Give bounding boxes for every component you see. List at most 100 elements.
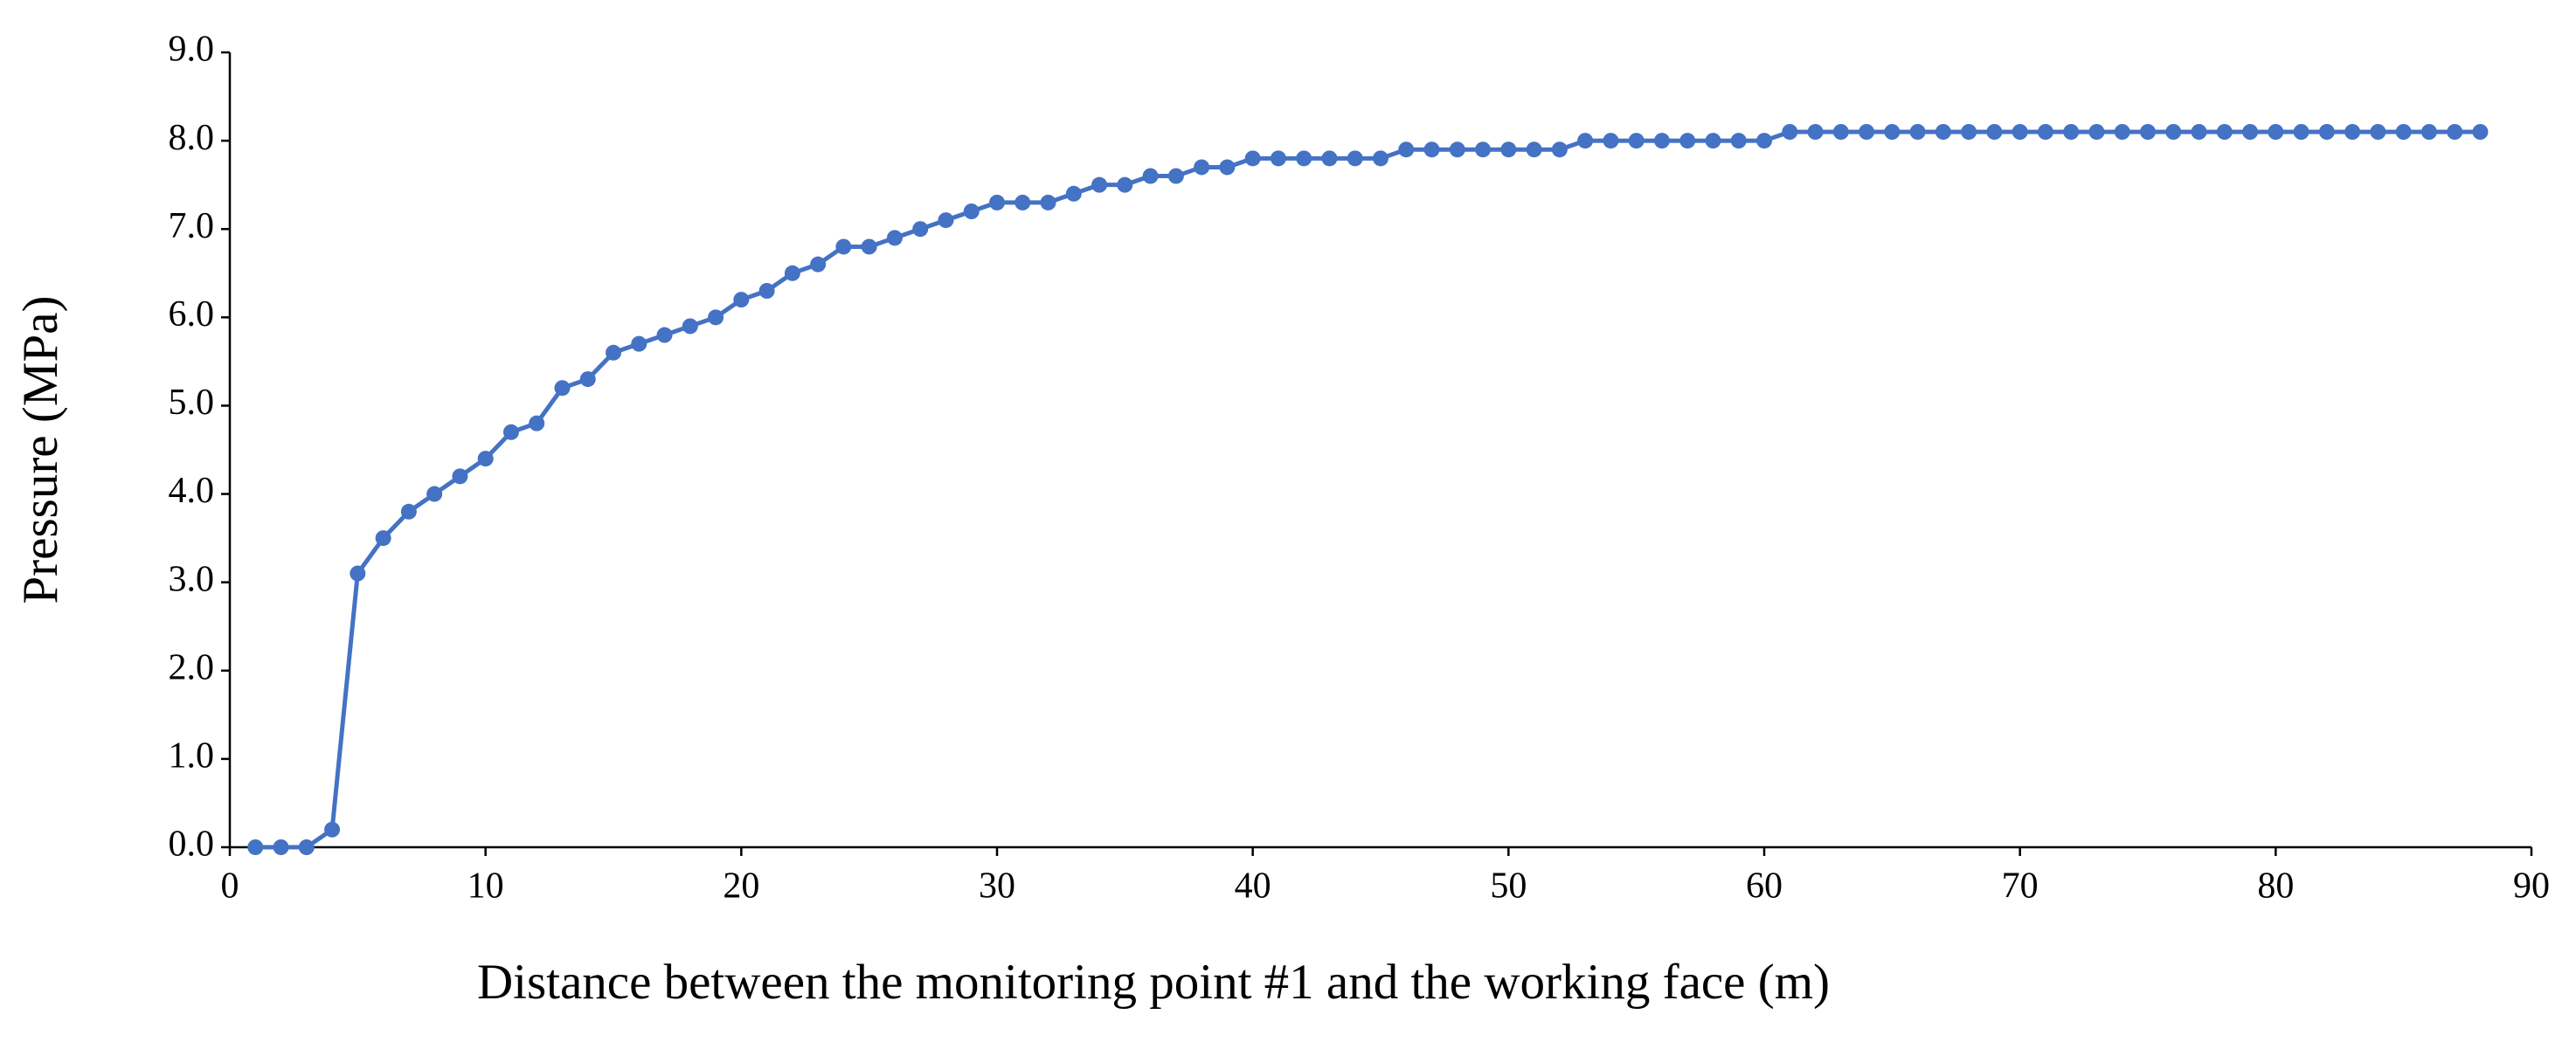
x-tick-label: 30 — [979, 866, 1015, 907]
data-point — [1014, 194, 1031, 210]
data-point — [938, 212, 954, 229]
data-point — [963, 204, 980, 219]
data-point — [2293, 124, 2309, 140]
data-point — [529, 415, 545, 431]
data-point — [375, 530, 391, 547]
data-point — [1167, 168, 1184, 184]
data-point — [835, 238, 852, 255]
data-point — [1475, 141, 1492, 158]
data-point — [1577, 133, 1594, 149]
data-point — [1219, 159, 1236, 176]
data-point — [350, 565, 366, 582]
data-point — [1909, 124, 1926, 140]
data-point — [2063, 124, 2080, 140]
data-point — [1961, 124, 1977, 140]
data-point — [1935, 124, 1951, 140]
data-point — [912, 221, 929, 238]
data-point — [400, 503, 417, 520]
data-point — [1373, 150, 1388, 167]
data-point — [1423, 141, 1440, 158]
data-point — [1551, 141, 1568, 158]
data-point — [2191, 124, 2207, 140]
data-point — [2344, 124, 2361, 140]
data-point — [1705, 133, 1721, 149]
data-point — [324, 821, 341, 838]
data-point — [1782, 124, 1798, 140]
data-point — [1321, 150, 1338, 167]
data-point — [1628, 133, 1645, 149]
y-tick-label: 4.0 — [169, 471, 215, 511]
data-point — [2012, 124, 2028, 140]
data-point — [2037, 124, 2053, 140]
data-point — [1142, 168, 1159, 184]
data-point — [1194, 159, 1210, 176]
data-point — [1449, 141, 1465, 158]
data-point — [1756, 133, 1772, 149]
data-point — [2242, 124, 2259, 140]
data-point — [2370, 124, 2386, 140]
data-point — [606, 344, 621, 361]
data-point — [298, 839, 315, 855]
data-point — [1807, 124, 1824, 140]
data-point — [579, 371, 596, 388]
data-point — [2114, 124, 2130, 140]
y-tick-label: 0.0 — [169, 825, 215, 865]
x-tick-label: 20 — [723, 866, 759, 907]
data-point — [2447, 124, 2463, 140]
data-point — [1398, 141, 1415, 158]
data-point — [502, 424, 519, 440]
data-point — [477, 451, 494, 467]
data-point — [2420, 124, 2437, 140]
data-point — [1040, 194, 1056, 210]
data-point — [1296, 150, 1312, 167]
data-point — [2088, 124, 2105, 140]
data-point — [452, 468, 468, 485]
x-tick-label: 70 — [2002, 866, 2039, 907]
data-point — [861, 238, 877, 255]
x-tick-label: 50 — [1490, 866, 1527, 907]
data-point — [682, 318, 698, 335]
data-point — [1347, 150, 1363, 167]
data-point — [2395, 124, 2412, 140]
data-point — [1500, 141, 1517, 158]
y-tick-label: 3.0 — [169, 559, 215, 599]
y-tick-label: 2.0 — [169, 647, 215, 687]
data-point — [1884, 124, 1901, 140]
y-tick-label: 6.0 — [169, 294, 215, 335]
data-point — [1603, 133, 1619, 149]
data-point — [426, 486, 443, 502]
x-tick-label: 40 — [1235, 866, 1271, 907]
y-tick-label: 5.0 — [169, 383, 215, 423]
data-point — [1730, 133, 1747, 149]
data-point — [886, 230, 903, 246]
data-point — [1526, 141, 1542, 158]
x-tick-label: 80 — [2257, 866, 2294, 907]
data-point — [784, 265, 800, 281]
data-point — [1832, 124, 1849, 140]
data-point — [989, 194, 1005, 210]
y-axis-title: Pressure (MPa) — [13, 295, 68, 604]
data-point — [2268, 124, 2284, 140]
data-point — [631, 335, 647, 352]
x-tick-label: 0 — [221, 866, 239, 907]
data-point — [810, 256, 827, 273]
y-tick-label: 1.0 — [169, 736, 215, 776]
data-point — [247, 839, 264, 855]
data-point — [1653, 133, 1670, 149]
x-tick-label: 90 — [2513, 866, 2550, 907]
x-tick-label: 60 — [1746, 866, 1783, 907]
data-point — [2140, 124, 2156, 140]
data-point — [758, 283, 775, 299]
y-tick-label: 9.0 — [169, 30, 215, 70]
data-point — [1117, 176, 1133, 193]
data-point — [1986, 124, 2003, 140]
x-axis-title: Distance between the monitoring point #1… — [477, 955, 1830, 1010]
data-point — [1065, 185, 1082, 202]
data-point — [1859, 124, 1875, 140]
data-point — [273, 839, 289, 855]
data-point — [2165, 124, 2182, 140]
data-point — [708, 309, 724, 326]
data-point — [1679, 133, 1696, 149]
